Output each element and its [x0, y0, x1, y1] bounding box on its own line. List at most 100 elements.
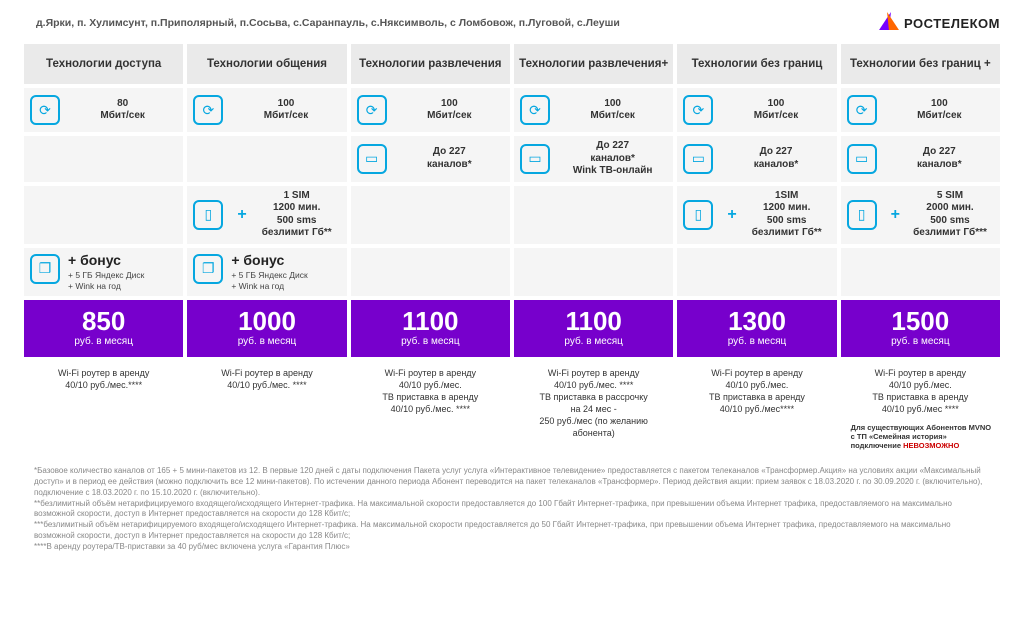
sim-icon: ▯ — [847, 200, 877, 230]
sim-cell-empty — [514, 186, 673, 244]
bonus-cell-empty — [514, 248, 673, 296]
tv-cell-empty — [187, 136, 346, 182]
plus-icon: + — [237, 206, 246, 224]
price-unit: руб. в месяц — [845, 336, 996, 347]
speed-icon: ⟳ — [193, 95, 223, 125]
col-head: Технологии общения — [187, 44, 346, 84]
plus-icon: + — [727, 206, 736, 224]
sim-icon: ▯ — [683, 200, 713, 230]
brand-name: РОСТЕЛЕКОМ — [904, 16, 1000, 31]
tv-cell: ▭ До 227каналов* — [351, 136, 510, 182]
speed-cell: ⟳ 100Мбит/сек — [677, 88, 836, 132]
speed-icon: ⟳ — [847, 95, 877, 125]
tv-text: До 227каналов* — [395, 146, 504, 171]
speed-cell: ⟳ 100Мбит/сек — [187, 88, 346, 132]
speed-text: 80Мбит/сек — [68, 98, 177, 123]
price-cell: 1500 руб. в месяц — [841, 300, 1000, 357]
sim-text: 1SIM1200 мин.500 smsбезлимит Гб** — [743, 190, 831, 240]
header: д.Ярки, п. Хулимсунт, п.Приполярный, п.С… — [24, 12, 1000, 34]
speed-cell: ⟳ 100Мбит/сек — [514, 88, 673, 132]
sim-cell-empty — [351, 186, 510, 244]
bonus-title: + бонус — [231, 252, 340, 268]
speed-cell: ⟳ 100Мбит/сек — [841, 88, 1000, 132]
tv-cell: ▭ До 227каналов*Wink ТВ-онлайн — [514, 136, 673, 182]
note-cell: Wi-Fi роутер в аренду40/10 руб./мес. ***… — [514, 361, 673, 459]
sim-cell: ▯ +5 SIM2000 мин.500 smsбезлимит Гб*** — [841, 186, 1000, 244]
bonus-cell-empty — [677, 248, 836, 296]
speed-cell: ⟳ 80Мбит/сек — [24, 88, 183, 132]
speed-text: 100Мбит/сек — [885, 98, 994, 123]
col-head: Технологии без границ + — [841, 44, 1000, 84]
gift-icon: ❐ — [30, 254, 60, 284]
plus-icon: + — [891, 206, 900, 224]
price-cell: 1100 руб. в месяц — [351, 300, 510, 357]
tv-icon: ▭ — [357, 144, 387, 174]
price-cell: 850 руб. в месяц — [24, 300, 183, 357]
bonus-cell: ❐ + бонус + 5 ГБ Яндекс Диск+ Wink на год — [187, 248, 346, 296]
tv-cell: ▭ До 227каналов* — [841, 136, 1000, 182]
bonus-cell-empty — [841, 248, 1000, 296]
price-amount: 1000 — [191, 308, 342, 334]
sim-text: 1 SIM1200 мин.500 smsбезлимит Гб** — [253, 190, 341, 240]
col-head: Технологии развлечения+ — [514, 44, 673, 84]
tv-cell: ▭ До 227каналов* — [677, 136, 836, 182]
tv-cell-empty — [24, 136, 183, 182]
sim-text: 5 SIM2000 мин.500 smsбезлимит Гб*** — [906, 190, 994, 240]
price-cell: 1300 руб. в месяц — [677, 300, 836, 357]
tv-text: До 227каналов*Wink ТВ-онлайн — [558, 140, 667, 178]
speed-icon: ⟳ — [683, 95, 713, 125]
brand: РОСТЕЛЕКОМ — [880, 12, 1000, 34]
speed-text: 100Мбит/сек — [558, 98, 667, 123]
price-unit: руб. в месяц — [355, 336, 506, 347]
price-amount: 1500 — [845, 308, 996, 334]
price-amount: 1300 — [681, 308, 832, 334]
col-head: Технологии развлечения — [351, 44, 510, 84]
page: д.Ярки, п. Хулимсунт, п.Приполярный, п.С… — [0, 0, 1024, 639]
bonus-sub: + 5 ГБ Яндекс Диск+ Wink на год — [68, 270, 177, 292]
sim-cell-empty — [24, 186, 183, 244]
speed-text: 100Мбит/сек — [721, 98, 830, 123]
speed-icon: ⟳ — [520, 95, 550, 125]
mvno-note: Для существующих Абонентов MVNO с ТП «Се… — [845, 421, 996, 452]
note-cell: Wi-Fi роутер в аренду40/10 руб./мес. ***… — [187, 361, 346, 459]
speed-text: 100Мбит/сек — [231, 98, 340, 123]
note-cell: Wi-Fi роутер в аренду40/10 руб./мес.ТВ п… — [841, 361, 1000, 459]
locations-text: д.Ярки, п. Хулимсунт, п.Приполярный, п.С… — [24, 17, 620, 29]
col-head: Технологии доступа — [24, 44, 183, 84]
price-unit: руб. в месяц — [191, 336, 342, 347]
price-cell: 1000 руб. в месяц — [187, 300, 346, 357]
sim-cell: ▯ +1SIM1200 мин.500 smsбезлимит Гб** — [677, 186, 836, 244]
sim-icon: ▯ — [193, 200, 223, 230]
gift-icon: ❐ — [193, 254, 223, 284]
price-unit: руб. в месяц — [28, 336, 179, 347]
note-cell: Wi-Fi роутер в аренду40/10 руб./мес.ТВ п… — [677, 361, 836, 459]
note-cell: Wi-Fi роутер в аренду40/10 руб./мес.**** — [24, 361, 183, 459]
footnotes: *Базовое количество каналов от 165 + 5 м… — [24, 466, 1000, 552]
price-cell: 1100 руб. в месяц — [514, 300, 673, 357]
note-text: Wi-Fi роутер в аренду40/10 руб./мес.ТВ п… — [872, 368, 968, 414]
price-unit: руб. в месяц — [518, 336, 669, 347]
price-amount: 1100 — [355, 308, 506, 334]
bonus-sub: + 5 ГБ Яндекс Диск+ Wink на год — [231, 270, 340, 292]
speed-text: 100Мбит/сек — [395, 98, 504, 123]
note-cell: Wi-Fi роутер в аренду40/10 руб./мес.ТВ п… — [351, 361, 510, 459]
price-amount: 1100 — [518, 308, 669, 334]
tv-icon: ▭ — [847, 144, 877, 174]
sim-cell: ▯ +1 SIM1200 мин.500 smsбезлимит Гб** — [187, 186, 346, 244]
tv-icon: ▭ — [520, 144, 550, 174]
bonus-title: + бонус — [68, 252, 177, 268]
brand-logo-icon — [880, 12, 898, 34]
tv-text: До 227каналов* — [721, 146, 830, 171]
tariff-grid: Технологии доступа Технологии общения Те… — [24, 44, 1000, 458]
mvno-line2: НЕВОЗМОЖНО — [903, 441, 959, 450]
col-head: Технологии без границ — [677, 44, 836, 84]
price-amount: 850 — [28, 308, 179, 334]
tv-icon: ▭ — [683, 144, 713, 174]
speed-cell: ⟳ 100Мбит/сек — [351, 88, 510, 132]
tv-text: До 227каналов* — [885, 146, 994, 171]
bonus-cell: ❐ + бонус + 5 ГБ Яндекс Диск+ Wink на год — [24, 248, 183, 296]
speed-icon: ⟳ — [30, 95, 60, 125]
bonus-cell-empty — [351, 248, 510, 296]
price-unit: руб. в месяц — [681, 336, 832, 347]
speed-icon: ⟳ — [357, 95, 387, 125]
